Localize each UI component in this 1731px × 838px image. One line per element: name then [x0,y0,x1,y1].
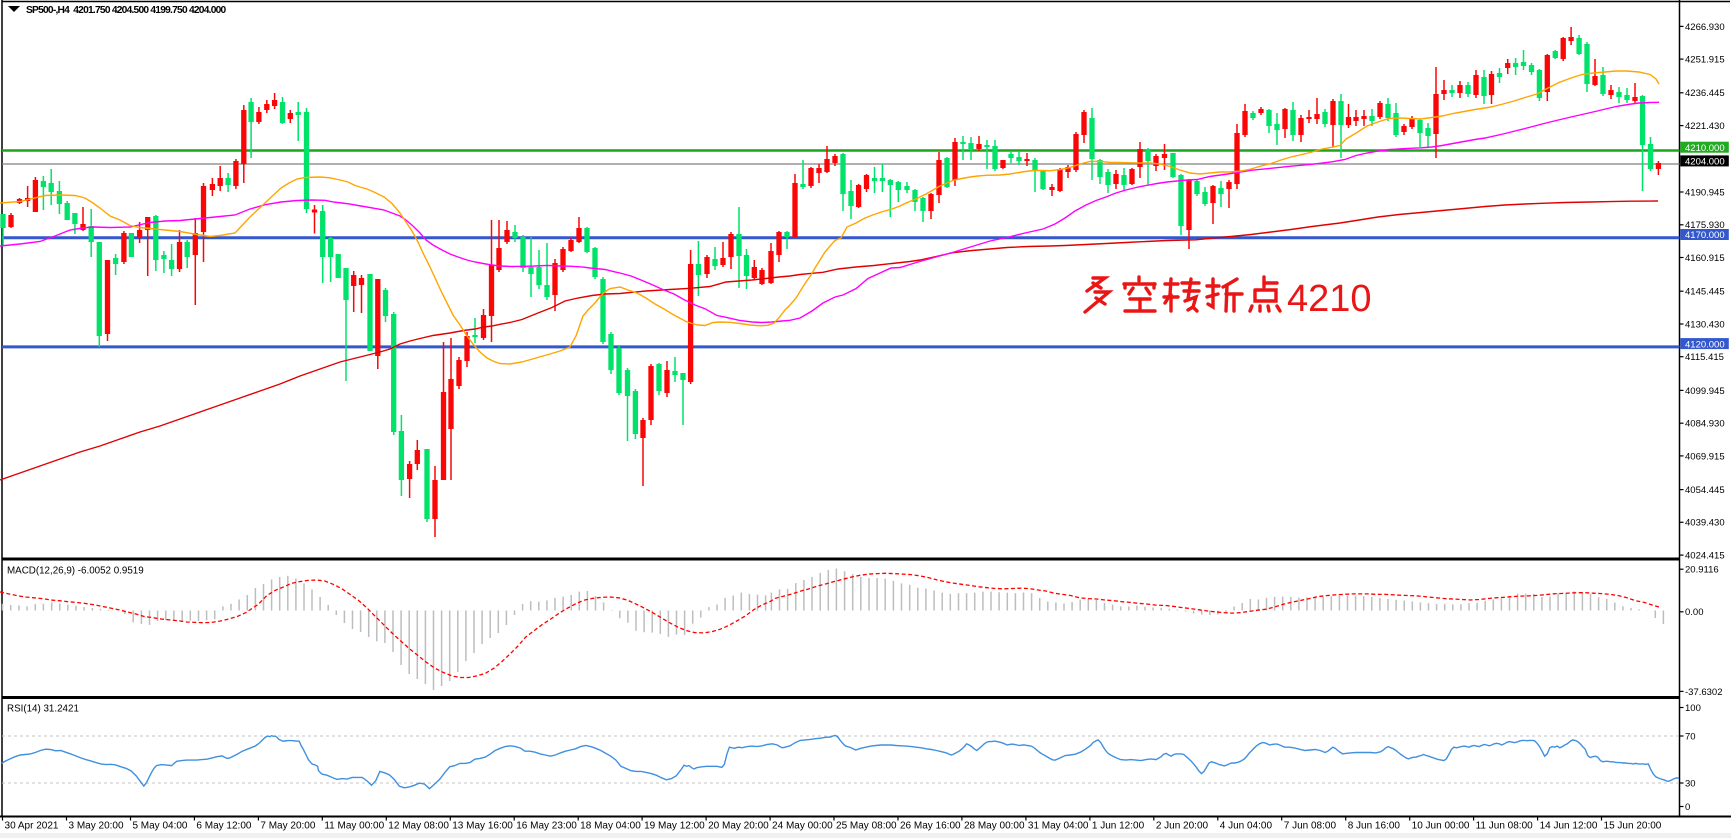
svg-text:4170.000: 4170.000 [1685,230,1725,241]
svg-text:4210.000: 4210.000 [1685,143,1725,154]
svg-text:4099.945: 4099.945 [1685,386,1725,397]
svg-text:7 May 20:00: 7 May 20:00 [260,821,315,832]
svg-text:0.00: 0.00 [1685,607,1704,618]
svg-text:4120.000: 4120.000 [1685,339,1725,350]
svg-text:25 May 08:00: 25 May 08:00 [836,821,897,832]
svg-text:4130.430: 4130.430 [1685,319,1725,330]
svg-text:20.9116: 20.9116 [1685,565,1719,576]
svg-text:28 May 00:00: 28 May 00:00 [964,821,1025,832]
svg-text:15 Jun 20:00: 15 Jun 20:00 [1604,821,1662,832]
svg-text:3 May 20:00: 3 May 20:00 [69,821,124,832]
svg-text:31 May 04:00: 31 May 04:00 [1028,821,1089,832]
svg-text:4221.430: 4221.430 [1685,121,1725,132]
svg-text:1 Jun 12:00: 1 Jun 12:00 [1092,821,1145,832]
svg-text:10 Jun 00:00: 10 Jun 00:00 [1412,821,1470,832]
svg-text:30: 30 [1685,778,1696,789]
svg-text:7 Jun 08:00: 7 Jun 08:00 [1284,821,1337,832]
svg-text:4024.415: 4024.415 [1685,550,1725,561]
svg-text:4084.930: 4084.930 [1685,419,1725,430]
svg-text:4175.930: 4175.930 [1685,220,1725,231]
svg-text:4204.000: 4204.000 [1685,157,1725,168]
svg-text:19 May 12:00: 19 May 12:00 [644,821,705,832]
svg-text:4 Jun 04:00: 4 Jun 04:00 [1220,821,1273,832]
svg-text:13 May 16:00: 13 May 16:00 [452,821,513,832]
svg-text:6 May 12:00: 6 May 12:00 [196,821,251,832]
svg-text:-37.6302: -37.6302 [1685,687,1723,698]
svg-text:4115.415: 4115.415 [1685,352,1724,363]
svg-text:4145.445: 4145.445 [1685,287,1725,298]
svg-text:4039.430: 4039.430 [1685,518,1725,529]
svg-text:4210: 4210 [1287,278,1372,320]
svg-text:4266.930: 4266.930 [1685,22,1725,33]
svg-text:4190.945: 4190.945 [1685,187,1725,198]
svg-text:4054.445: 4054.445 [1685,485,1725,496]
svg-text:100: 100 [1685,703,1701,714]
svg-text:70: 70 [1685,731,1696,742]
svg-text:11 May 00:00: 11 May 00:00 [324,821,384,832]
svg-text:4160.915: 4160.915 [1685,253,1725,264]
svg-text:16 May 23:00: 16 May 23:00 [516,821,577,832]
svg-text:18 May 04:00: 18 May 04:00 [580,821,641,832]
svg-text:4251.915: 4251.915 [1685,55,1725,66]
svg-text:12 May 08:00: 12 May 08:00 [388,821,449,832]
svg-text:24 May 00:00: 24 May 00:00 [772,821,833,832]
svg-text:4236.445: 4236.445 [1685,88,1725,99]
svg-text:5 May 04:00: 5 May 04:00 [132,821,187,832]
svg-text:26 May 16:00: 26 May 16:00 [900,821,961,832]
svg-text:11 Jun 08:00: 11 Jun 08:00 [1476,821,1534,832]
svg-text:SP500-,H4 4201.750 4204.500 4: SP500-,H4 4201.750 4204.500 4199.750 420… [26,5,227,16]
svg-text:20 May 20:00: 20 May 20:00 [708,821,769,832]
svg-text:MACD(12,26,9) -6.0052 0.9519: MACD(12,26,9) -6.0052 0.9519 [7,566,144,577]
svg-text:2 Jun 20:00: 2 Jun 20:00 [1156,821,1209,832]
svg-text:8 Jun 16:00: 8 Jun 16:00 [1348,821,1401,832]
svg-text:30 Apr 2021: 30 Apr 2021 [5,821,59,832]
svg-text:0: 0 [1685,802,1690,813]
svg-text:4069.915: 4069.915 [1685,451,1725,462]
svg-text:14 Jun 12:00: 14 Jun 12:00 [1540,821,1598,832]
svg-text:RSI(14) 31.2421: RSI(14) 31.2421 [7,704,79,715]
